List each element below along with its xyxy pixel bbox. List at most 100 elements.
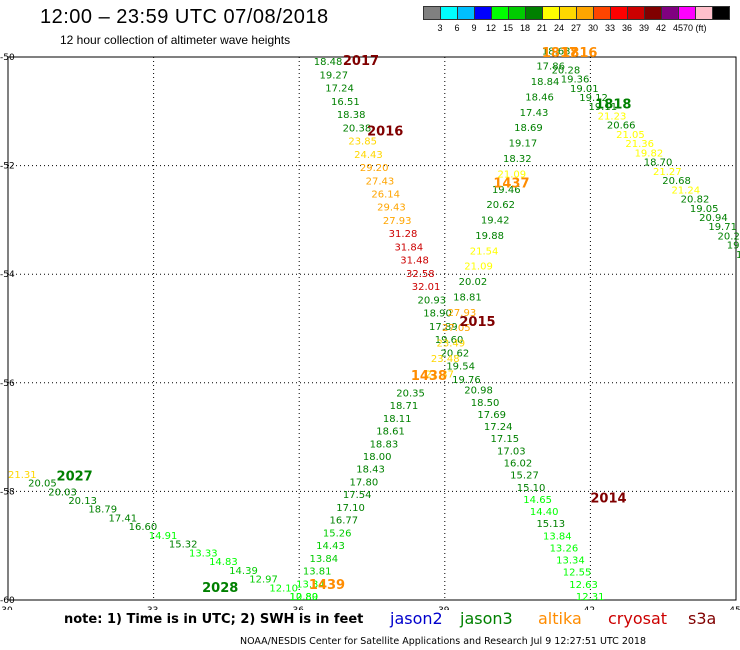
track-b-value: 14.43 <box>316 541 345 552</box>
track-f-value: 20.05 <box>28 479 57 490</box>
pass-number-label: 2017 <box>343 54 379 69</box>
track-f-value: 14.39 <box>229 566 258 577</box>
track-a-value: 31.48 <box>400 256 429 267</box>
track-c-value: 18.63 <box>542 46 571 57</box>
credit-line: NOAA/NESDIS Center for Satellite Applica… <box>240 636 646 647</box>
track-a-value: 27.93 <box>383 216 412 227</box>
track-a-value: 17.24 <box>325 84 354 95</box>
track-e-value: 15.10 <box>517 483 546 494</box>
track-c-value: 21.09 <box>464 262 493 273</box>
track-f-value: 10.89 <box>289 592 318 603</box>
track-b-value: 17.54 <box>343 490 372 501</box>
track-a-value: 23.85 <box>348 137 377 148</box>
track-a-value: 19.60 <box>435 335 464 346</box>
track-c-value: 17.86 <box>536 62 565 73</box>
lat-tick-label: -54 <box>0 270 15 280</box>
track-d-value: 21.24 <box>671 185 700 196</box>
track-e-value: 17.24 <box>484 422 513 433</box>
track-f-value: 14.83 <box>209 557 238 568</box>
track-a-value: 29.20 <box>360 163 389 174</box>
track-b-value: 13.81 <box>303 567 332 578</box>
track-a-value: 18.90 <box>423 309 452 320</box>
track-c-value: 18.46 <box>525 92 554 103</box>
page-subtitle: 12 hour collection of altimeter wave hei… <box>60 33 291 47</box>
track-e-value: 14.65 <box>523 495 552 506</box>
track-c-value: 23.48 <box>431 354 460 365</box>
track-f-value: 17.41 <box>109 513 138 524</box>
track-d-value: 19.36 <box>561 75 590 86</box>
track-c-value: 21.54 <box>470 246 499 257</box>
track-b-value: 18.83 <box>370 439 399 450</box>
colorbar-label: 9 <box>471 23 477 33</box>
legend-item-jason2: jason2 <box>390 609 443 628</box>
track-b-value: 17.10 <box>336 503 365 514</box>
track-c-value: 19.17 <box>509 139 538 150</box>
track-b-value: 18.11 <box>383 414 412 425</box>
wave-height-colorbar <box>423 6 730 20</box>
track-a-value: 19.54 <box>446 362 475 373</box>
track-e-value: 12.63 <box>569 580 598 591</box>
track-b-value: 13.84 <box>310 554 339 565</box>
track-d-value: 19.12 <box>579 93 608 104</box>
track-d-value: 20.25 <box>718 231 740 242</box>
track-e-value: 12.55 <box>563 568 592 579</box>
track-d-value: 18.70 <box>644 158 673 169</box>
colorbar-label: 6 <box>454 23 460 33</box>
lon-tick-label: 42 <box>584 606 595 610</box>
pass-number-label: 2028 <box>202 581 238 596</box>
track-d-value: 21.27 <box>653 167 682 178</box>
track-a-value: 17.89 <box>429 322 458 333</box>
track-e-value: 14.40 <box>530 507 559 518</box>
track-d-value: 19.71 <box>708 222 737 233</box>
track-d-value: 19.05 <box>690 204 719 215</box>
track-d-value: 20.68 <box>662 176 691 187</box>
track-c-value: 21.37 <box>425 369 454 380</box>
pass-number-label: 1438 <box>411 369 447 384</box>
pass-number-label: 1439 <box>309 578 345 593</box>
track-b-value: 15.26 <box>323 528 352 539</box>
legend-item-cryosat: cryosat <box>608 609 668 628</box>
track-c-value: 20.02 <box>459 277 488 288</box>
track-c-value: 18.81 <box>453 292 482 303</box>
track-d-value: 19.01 <box>570 84 599 95</box>
colorbar-labels: 3 6 9 12 15 18 21 24 27 30 33 36 39 42 45 70 (ft) <box>423 23 740 37</box>
track-f-value: 14.91 <box>149 531 178 542</box>
lon-tick-label: 36 <box>292 606 304 610</box>
legend-item-jason3: jason3 <box>460 609 513 628</box>
track-e-value: 12.31 <box>576 592 605 603</box>
track-a-value: 29.43 <box>377 203 406 214</box>
track-c-value: 18.69 <box>514 123 543 134</box>
track-f-value: 21.31 <box>8 470 37 481</box>
track-a-value: 32.58 <box>406 269 435 280</box>
legend-item-altika: altika <box>538 609 582 628</box>
legend-item-s3a: s3a <box>688 609 717 628</box>
track-a-value: 19.76 <box>452 375 481 386</box>
track-a-value: 18.48 <box>314 57 343 68</box>
track-b-value: 13.34 <box>296 579 325 590</box>
track-e-value: 20.98 <box>464 386 493 397</box>
lon-tick-label: 30 <box>1 606 13 610</box>
track-e-value: 17.15 <box>490 434 519 445</box>
track-f-value: 18.79 <box>88 505 117 516</box>
track-f-value: 20.13 <box>68 496 97 507</box>
track-f-value: 12.97 <box>249 575 278 586</box>
track-a-value: 32.01 <box>412 282 441 293</box>
lat-tick-label: -56 <box>0 379 15 389</box>
track-a-value: 19.27 <box>320 70 349 81</box>
track-c-value: 18.84 <box>531 77 560 88</box>
track-f-value: 12.10 <box>269 583 298 594</box>
track-c-value: 21.09 <box>497 169 526 180</box>
track-c-value: 17.43 <box>520 108 549 119</box>
track-b-value: 12.80 <box>289 592 318 603</box>
colorbar-label: 12 <box>485 23 496 33</box>
colorbar-label: 45 <box>672 23 683 33</box>
track-d-value: 20.82 <box>681 195 710 206</box>
track-d-value: 19.7 <box>736 250 740 261</box>
track-e-value: 13.34 <box>556 556 585 567</box>
track-d-value: 20.66 <box>607 121 636 132</box>
track-b-value: 17.80 <box>350 477 379 488</box>
track-c-value: 23.49 <box>436 339 465 350</box>
colorbar-label: 24 <box>553 23 564 33</box>
colorbar-label: 33 <box>604 23 615 33</box>
